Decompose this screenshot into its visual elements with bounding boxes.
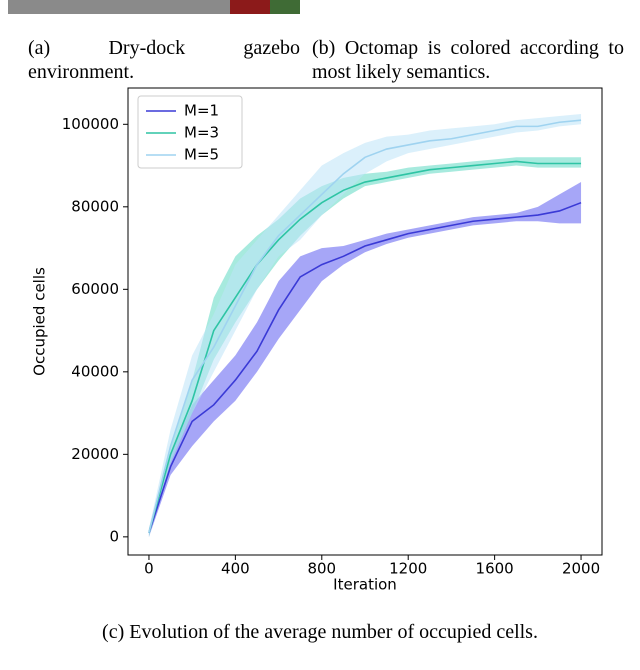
image-a-detail <box>230 0 270 14</box>
series-line <box>148 160 582 533</box>
x-tick-label: 400 <box>221 560 250 578</box>
x-tick-label: 0 <box>144 560 154 578</box>
caption-b: (b) Octomap is colored according to most… <box>312 37 624 83</box>
legend-label: M=3 <box>184 124 219 142</box>
y-tick-label: 20000 <box>71 445 119 463</box>
x-tick-label: 1200 <box>389 560 427 578</box>
y-tick-label: 100000 <box>62 115 119 133</box>
caption-a: (a) Dry-dock gazebo environment. <box>28 37 300 83</box>
caption-c: (c) Evolution of the average number of o… <box>102 621 538 643</box>
legend-label: M=1 <box>184 102 219 120</box>
image-a-detail <box>270 0 300 14</box>
x-tick-label: 1600 <box>476 560 514 578</box>
y-axis-label: Occupied cells <box>31 267 49 376</box>
y-tick-label: 80000 <box>71 197 119 215</box>
series-line <box>148 201 582 533</box>
y-tick-label: 40000 <box>71 362 119 380</box>
x-axis-label: Iteration <box>333 576 397 594</box>
confidence-band <box>148 113 582 537</box>
confidence-band <box>148 182 582 537</box>
x-tick-label: 800 <box>307 560 336 578</box>
image-a <box>8 0 300 14</box>
x-tick-label: 2000 <box>562 560 600 578</box>
series-line <box>148 119 582 533</box>
plot: 0 400 800 1200 1600 2000020000400006000080000… <box>31 87 603 594</box>
legend-label: M=5 <box>184 146 219 164</box>
plot-frame <box>127 87 603 556</box>
legend-box <box>137 95 243 169</box>
y-tick-label: 60000 <box>71 280 119 298</box>
y-tick-label: 0 <box>109 527 119 545</box>
